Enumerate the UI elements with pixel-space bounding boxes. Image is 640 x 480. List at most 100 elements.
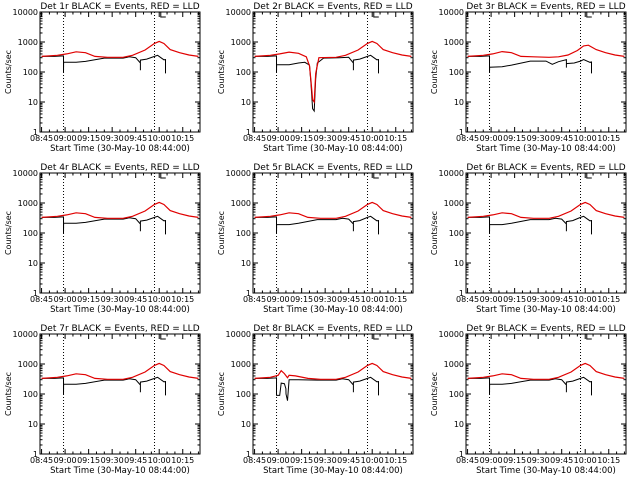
y-axis-label: Counts/sec [217,211,226,255]
detector-panel: Det 6r BLACK = Events, RED = LLD 1 10 100 10… [430,163,627,315]
x-tick-label: 09:30 [314,295,337,304]
x-tick-label: 10:15 [384,134,407,143]
lld-series-line [467,44,625,58]
y-tick-label: 1 [246,450,251,459]
x-tick-label: 09:00 [267,456,290,465]
panel-title: Det 4r BLACK = Events, RED = LLD [40,163,199,173]
x-tick-label: 09:00 [267,134,290,143]
x-tick-label: 09:45 [550,295,573,304]
y-tick-label: 10 [454,259,464,268]
y-tick-label: 10 [28,98,38,107]
events-series-line [254,376,379,401]
x-tick-label: 09:00 [267,295,290,304]
y-tick-label: 100 [449,390,464,399]
interval-bracket [586,173,592,179]
y-tick-label: 10000 [439,330,464,339]
x-tick-label: 10:00 [148,295,171,304]
x-axis-label: Start Time (30-May-10 08:44:00) [476,144,616,154]
x-tick-label: 10:15 [171,134,194,143]
x-tick-label: 10:00 [148,134,171,143]
x-tick-label: 09:00 [54,456,77,465]
y-tick-label: 1000 [231,38,251,47]
x-tick-label: 09:15 [290,134,313,143]
y-axis-label: Counts/sec [4,372,13,416]
events-series-line [41,376,166,396]
x-tick-label: 09:45 [124,456,147,465]
y-axis-label: Counts/sec [430,211,439,255]
x-tick-label: 10:15 [597,134,620,143]
y-tick-label: 10000 [13,330,38,339]
x-axis-label: Start Time (30-May-10 08:44:00) [263,144,403,154]
y-tick-label: 1 [459,450,464,459]
x-tick-label: 09:30 [314,456,337,465]
x-tick-label: 09:30 [101,134,124,143]
y-tick-label: 100 [236,229,251,238]
y-tick-label: 10000 [226,8,251,17]
y-tick-label: 100 [23,390,38,399]
x-axis-label: Start Time (30-May-10 08:44:00) [263,305,403,315]
lld-series-line [254,201,412,219]
panel-title: Det 6r BLACK = Events, RED = LLD [466,163,625,173]
events-series-line [41,54,166,74]
lld-series-line [41,40,199,58]
y-tick-label: 10000 [439,169,464,178]
y-tick-label: 100 [23,229,38,238]
y-tick-label: 10000 [13,169,38,178]
interval-bracket [586,12,592,18]
lld-series-line [254,362,412,380]
lld-series-line [467,362,625,380]
x-axis-label: Start Time (30-May-10 08:44:00) [50,305,190,315]
y-tick-label: 1 [459,128,464,137]
x-axis-label: Start Time (30-May-10 08:44:00) [476,305,616,315]
panel-title: Det 2r BLACK = Events, RED = LLD [253,2,412,12]
events-series-line [467,55,592,74]
y-tick-label: 100 [236,68,251,77]
x-tick-label: 09:00 [480,456,503,465]
x-tick-label: 08:45 [243,295,266,304]
detector-panel: Det 3r BLACK = Events, RED = LLD 1 10 100 10… [430,2,627,154]
y-tick-label: 1000 [444,38,464,47]
x-tick-label: 09:00 [480,295,503,304]
y-tick-label: 10 [241,98,251,107]
x-tick-label: 08:45 [30,134,53,143]
x-tick-label: 09:15 [503,295,526,304]
y-tick-label: 10 [28,420,38,429]
interval-bracket [586,334,592,340]
x-tick-label: 09:45 [550,134,573,143]
x-tick-label: 09:15 [290,456,313,465]
interval-bracket [160,334,166,340]
x-tick-label: 09:00 [54,295,77,304]
y-tick-label: 10 [241,420,251,429]
x-tick-label: 09:15 [77,134,100,143]
x-tick-label: 09:15 [503,134,526,143]
x-tick-label: 10:00 [574,456,597,465]
x-tick-label: 09:15 [77,456,100,465]
y-axis-label: Counts/sec [4,50,13,94]
lld-series-line [41,362,199,380]
x-tick-label: 09:45 [337,295,360,304]
lld-series-line [41,201,199,219]
y-axis-label: Counts/sec [4,211,13,255]
x-tick-label: 09:30 [101,295,124,304]
detector-panel: Det 1r BLACK = Events, RED = LLD 1 10 100 10… [4,2,201,154]
y-tick-label: 1 [459,289,464,298]
y-tick-label: 1000 [18,360,38,369]
x-tick-label: 09:30 [527,456,550,465]
x-tick-label: 09:30 [101,456,124,465]
panel-title: Det 7r BLACK = Events, RED = LLD [40,324,199,334]
panel-title: Det 5r BLACK = Events, RED = LLD [253,163,412,173]
y-tick-label: 10 [241,259,251,268]
x-tick-label: 08:45 [30,456,53,465]
x-tick-label: 10:15 [597,456,620,465]
y-tick-label: 100 [23,68,38,77]
y-axis-label: Counts/sec [430,50,439,94]
detector-panel: Det 5r BLACK = Events, RED = LLD 1 10 100 10… [217,163,414,315]
x-axis-label: Start Time (30-May-10 08:44:00) [50,466,190,476]
panel-title: Det 9r BLACK = Events, RED = LLD [466,324,625,334]
x-axis-label: Start Time (30-May-10 08:44:00) [263,466,403,476]
events-series-line [254,215,379,235]
panel-title: Det 8r BLACK = Events, RED = LLD [253,324,412,334]
x-tick-label: 09:15 [77,295,100,304]
y-tick-label: 10000 [13,8,38,17]
x-tick-label: 08:45 [456,456,479,465]
